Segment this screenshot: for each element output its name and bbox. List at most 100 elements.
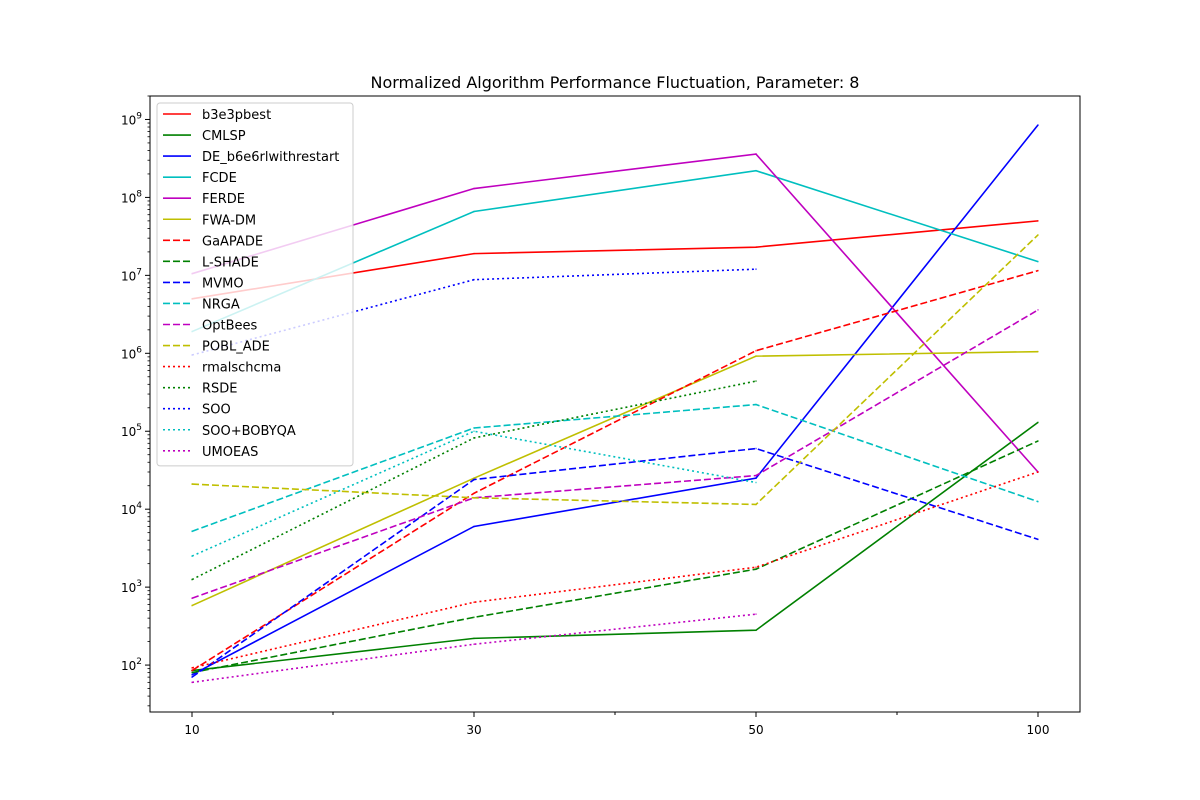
legend-entry: SOO+BOBYQA (163, 424, 296, 439)
legend-entry: OptBees (163, 319, 257, 334)
data-point (1037, 219, 1039, 222)
series-line (191, 471, 1039, 669)
data-point (473, 477, 475, 480)
data-point (755, 613, 757, 616)
y-tick-label: 106 (121, 345, 142, 361)
series-NRGA (191, 403, 1039, 533)
legend-label: NRGA (202, 297, 240, 312)
legend-label: RSDE (202, 382, 238, 397)
series-RSDE (191, 380, 757, 581)
legend-entry: rmalschcma (163, 361, 281, 376)
data-point (473, 478, 475, 481)
chart-title: Normalized Algorithm Performance Fluctua… (371, 73, 860, 92)
data-point (755, 349, 757, 352)
legend-label: FCDE (202, 171, 237, 186)
data-point (473, 437, 475, 439)
series-GaAPADE (191, 269, 1039, 672)
data-point (1037, 538, 1039, 541)
legend-label: DE_b6e6rlwithrestart (202, 150, 339, 165)
x-tick-label: 50 (748, 723, 763, 737)
series-rmalschcma (191, 471, 1039, 669)
series-line (191, 440, 1039, 674)
data-point (755, 380, 757, 382)
data-point (755, 474, 757, 477)
legend-label: rmalschcma (202, 361, 281, 376)
legend-entry: MVMO (163, 276, 244, 291)
data-point (755, 268, 757, 271)
legend-label: FWA-DM (202, 213, 256, 228)
data-point (191, 530, 193, 533)
data-point (473, 210, 475, 213)
series-FWA-DM (191, 350, 1039, 607)
data-point (473, 496, 475, 499)
legend-label: b3e3pbest (202, 108, 271, 123)
series-L-SHADE (191, 440, 1039, 674)
series-SOO+BOBYQA (191, 430, 757, 558)
y-tick-label: 107 (121, 267, 142, 283)
legend-label: MVMO (202, 276, 244, 291)
legend-box (156, 102, 354, 467)
series-line (191, 447, 1039, 678)
series-line (191, 269, 1039, 672)
y-tick-label: 105 (121, 423, 142, 439)
legend-entry: SOO (163, 403, 231, 418)
legend-label: POBL_ADE (202, 340, 270, 355)
series-line (191, 124, 1039, 676)
legend-entry: UMOEAS (163, 445, 258, 460)
data-point (191, 666, 193, 669)
data-point (473, 430, 475, 433)
series-line (191, 234, 1039, 506)
series-line (191, 309, 1039, 600)
series-line (191, 403, 1039, 533)
legend-entry: b3e3pbest (163, 108, 271, 123)
data-point (1037, 309, 1039, 311)
x-tick-label: 30 (466, 723, 481, 737)
data-point (755, 355, 757, 358)
legend: b3e3pbest CMLSP DE_b6e6rlwithrestart FCDE FE… (156, 102, 354, 467)
data-point (1037, 260, 1039, 263)
data-point (1037, 421, 1039, 424)
series-MVMO (191, 447, 1039, 679)
data-point (473, 643, 475, 646)
data-point (755, 403, 757, 406)
data-point (191, 669, 193, 672)
legend-entry: NRGA (163, 297, 240, 312)
legend-label: FERDE (202, 192, 245, 207)
data-point (755, 568, 757, 571)
y-tick-label: 102 (121, 657, 142, 673)
data-point (1037, 500, 1039, 503)
data-point (755, 566, 757, 569)
series-UMOEAS (191, 613, 757, 684)
series-line (191, 350, 1039, 607)
legend-label: SOO (202, 403, 231, 418)
legend-entry: GaAPADE (163, 234, 263, 249)
data-point (1037, 269, 1039, 272)
data-point (755, 629, 757, 632)
series-DE_b6e6rlwithrestart (191, 124, 1039, 676)
data-point (473, 187, 475, 190)
series-OptBees (191, 309, 1039, 600)
data-point (473, 601, 475, 604)
legend-entry: RSDE (163, 382, 238, 397)
data-point (755, 481, 757, 484)
data-point (473, 637, 475, 640)
data-point (191, 673, 193, 676)
data-point (191, 483, 193, 485)
data-point (755, 477, 757, 480)
legend-label: GaAPADE (202, 234, 263, 249)
data-point (755, 503, 757, 506)
data-point (1037, 124, 1039, 126)
legend-entry: FCDE (163, 171, 237, 186)
data-point (191, 671, 193, 674)
data-point (755, 447, 757, 450)
y-tick-label: 103 (121, 579, 142, 595)
series-layer (191, 124, 1039, 684)
legend-label: CMLSP (202, 129, 246, 144)
data-point (191, 555, 193, 558)
legend-label: UMOEAS (202, 445, 258, 460)
data-point (473, 252, 475, 255)
legend-entry: POBL_ADE (163, 340, 270, 355)
legend-entry: FERDE (163, 192, 245, 207)
data-point (191, 676, 193, 679)
